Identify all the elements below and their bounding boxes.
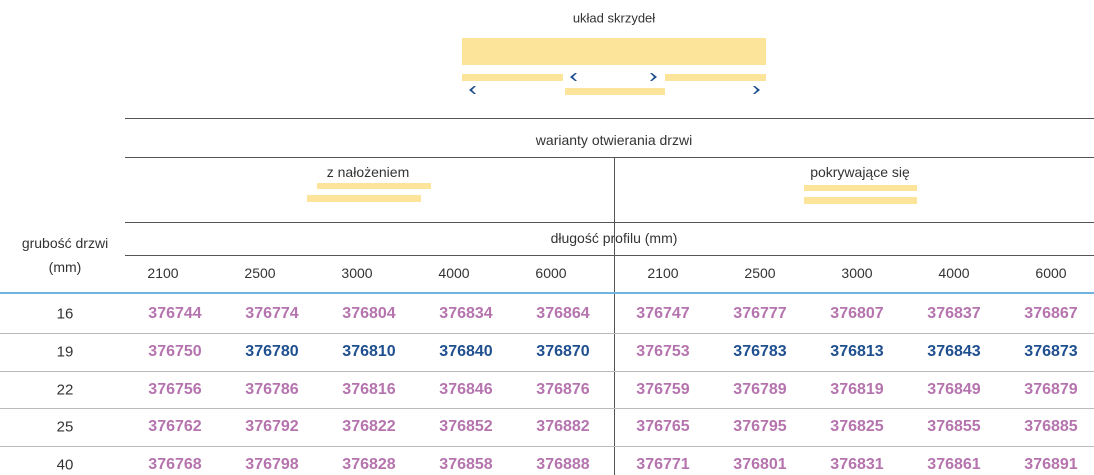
group-label: pokrywające się: [810, 164, 910, 180]
length: 3000: [341, 265, 373, 281]
product-code: 376843: [927, 342, 981, 360]
thickness-label: grubość drzwi: [21, 235, 109, 251]
product-code: 376792: [245, 418, 299, 436]
product-code: 376762: [148, 418, 202, 436]
product-code: 376846: [439, 380, 493, 398]
group-label: z nałożeniem: [326, 164, 410, 180]
product-code: 376816: [342, 380, 396, 398]
product-code: 376864: [536, 305, 590, 322]
product-code: 376858: [439, 456, 493, 474]
row-rule: [0, 446, 1094, 447]
row-rule: [0, 408, 1094, 409]
product-code: 376768: [148, 456, 202, 474]
wing: [462, 38, 766, 65]
rule: [125, 255, 1094, 256]
product-code: 376882: [536, 418, 590, 436]
product-code: 376759: [636, 380, 690, 398]
product-code: 376867: [1024, 305, 1078, 322]
product-code: 376885: [1024, 418, 1078, 436]
product-code: 376888: [536, 456, 590, 474]
wing: [307, 195, 421, 202]
product-code: 376786: [245, 380, 299, 398]
length-label: długość profilu (mm): [550, 230, 678, 246]
product-code: 376771: [636, 456, 690, 474]
wing: [317, 183, 431, 189]
thickness: 40: [56, 456, 74, 474]
length: 6000: [535, 265, 567, 281]
wing: [804, 185, 917, 191]
product-code: 376795: [733, 418, 787, 436]
length: 3000: [841, 265, 873, 281]
chevron: [469, 86, 476, 94]
product-code: 376852: [439, 418, 493, 436]
thickness: 16: [56, 305, 74, 323]
thickness: 19: [56, 343, 74, 361]
chevron: [753, 86, 760, 94]
product-code: 376891: [1024, 456, 1078, 474]
chevron: [650, 73, 657, 81]
product-code: 376855: [927, 418, 981, 436]
product-code: 376744: [148, 305, 202, 322]
product-code: 376840: [439, 342, 493, 360]
group-divider: [614, 157, 615, 293]
row-rule: [0, 371, 1094, 372]
product-code: 376834: [439, 305, 493, 322]
product-code: 376750: [148, 342, 202, 360]
length: 2100: [647, 265, 679, 281]
product-code: 376849: [927, 380, 981, 398]
rule: [125, 118, 1094, 119]
length: 2500: [744, 265, 776, 281]
product-code: 376822: [342, 418, 396, 436]
product-code: 376813: [830, 342, 884, 360]
product-code: 376774: [245, 305, 299, 322]
variants-label: warianty otwierania drzwi: [535, 132, 693, 148]
rule: [125, 222, 1094, 223]
product-code: 376879: [1024, 380, 1078, 398]
thickness: 25: [56, 418, 74, 436]
wing: [665, 74, 766, 81]
product-code: 376747: [636, 305, 690, 322]
wing: [565, 88, 665, 95]
product-code: 376765: [636, 418, 690, 436]
product-code: 376870: [536, 342, 590, 360]
product-code: 376804: [342, 305, 396, 322]
product-code: 376828: [342, 456, 396, 474]
thickness: 22: [56, 381, 74, 399]
row-rule: [0, 333, 1094, 334]
length: 2100: [147, 265, 179, 281]
rule: [125, 157, 1094, 158]
chevron: [570, 73, 577, 81]
product-code: 376873: [1024, 342, 1078, 360]
product-code: 376831: [830, 456, 884, 474]
product-code: 376810: [342, 342, 396, 360]
length: 4000: [938, 265, 970, 281]
wing: [462, 74, 563, 81]
product-code: 376837: [927, 305, 981, 322]
group-divider: [614, 294, 615, 475]
product-code: 376756: [148, 380, 202, 398]
product-code: 376861: [927, 456, 981, 474]
product-code: 376807: [830, 305, 884, 322]
wing: [804, 197, 917, 204]
product-code: 376819: [830, 380, 884, 398]
product-code: 376789: [733, 380, 787, 398]
product-code: 376783: [733, 342, 787, 360]
length: 6000: [1035, 265, 1067, 281]
product-code: 376825: [830, 418, 884, 436]
product-code: 376876: [536, 380, 590, 398]
product-code: 376777: [733, 305, 787, 322]
product-code: 376753: [636, 342, 690, 360]
thickness-label: (mm): [48, 259, 82, 275]
length: 4000: [438, 265, 470, 281]
length: 2500: [244, 265, 276, 281]
chevron-group: [469, 73, 760, 94]
header-rule: [0, 292, 1094, 294]
product-code: 376798: [245, 456, 299, 474]
product-code: 376780: [245, 342, 299, 360]
product-code: 376801: [733, 456, 787, 474]
layout-label: układ skrzydeł: [572, 10, 656, 26]
